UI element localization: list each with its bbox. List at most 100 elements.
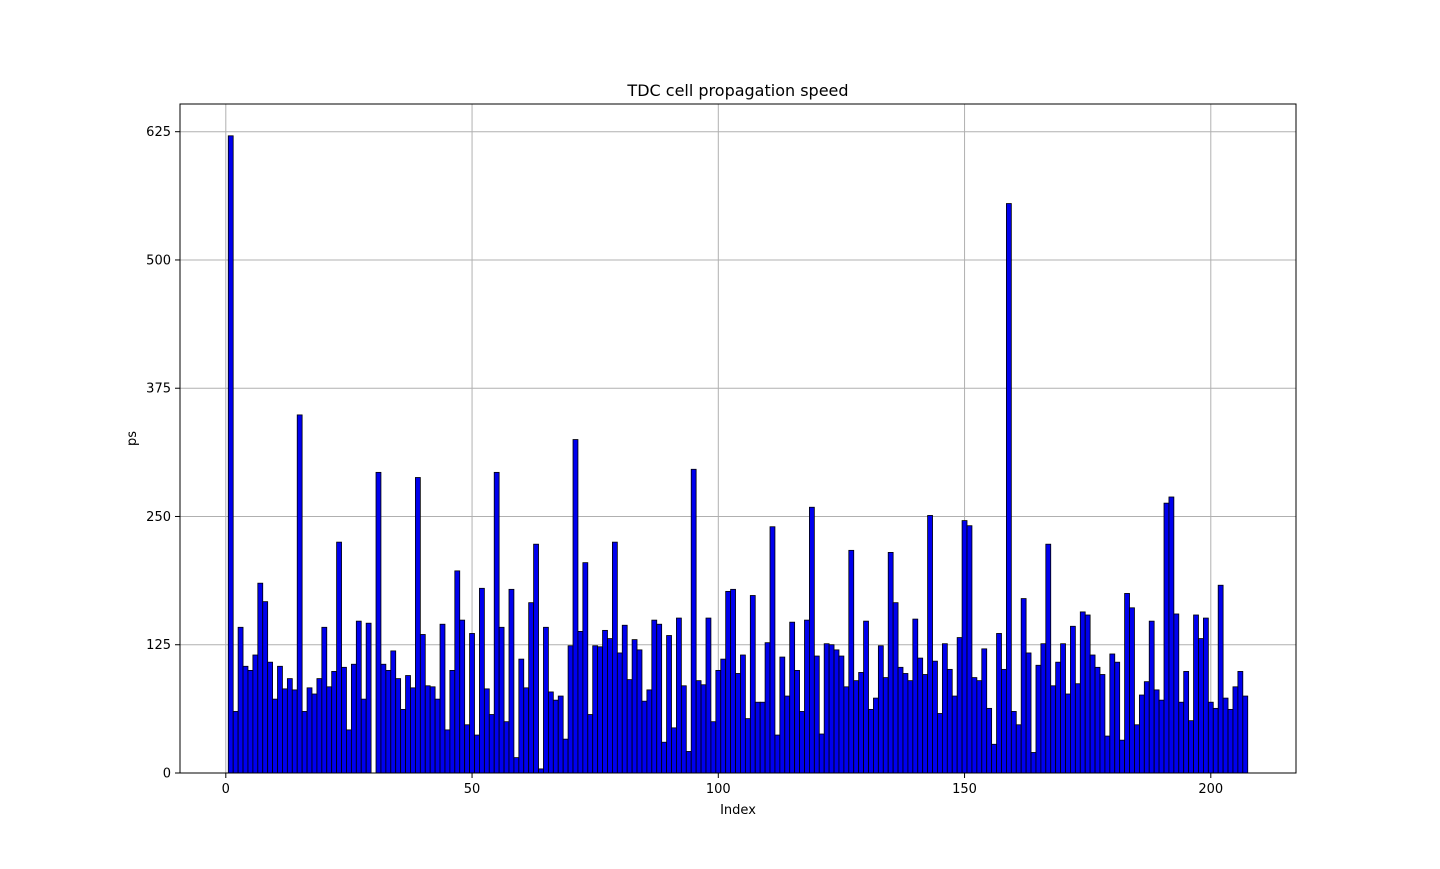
x-tick-label: 150 [952,782,977,797]
bar [1065,693,1071,774]
bar [818,733,825,774]
bar [676,617,682,774]
bar [429,686,436,774]
bar [661,741,667,774]
bar [247,669,254,774]
bar [868,708,874,774]
bar [1104,735,1111,774]
bar [227,135,234,774]
bar [1217,584,1224,774]
bar [311,693,318,774]
bar [828,644,835,774]
bar [1168,496,1175,774]
bar [341,666,347,774]
bar [503,721,510,774]
bar [764,642,771,774]
bar [843,686,850,774]
bar [981,648,988,774]
bar [705,617,712,774]
bar-series [227,135,1249,774]
bar [966,525,973,774]
bar [395,678,402,774]
bar [1045,543,1052,774]
bar [912,618,919,774]
bar [326,686,333,774]
x-tick-label: 50 [464,782,481,797]
bar [237,626,244,774]
bar [454,570,461,774]
bar [907,680,914,774]
bar [1178,701,1185,774]
bar [897,666,904,774]
bar [754,701,761,774]
bar [518,658,525,774]
bar [336,541,342,774]
bar [971,677,978,774]
y-tick-label: 625 [146,125,171,140]
bar [646,689,653,774]
bar [587,714,594,774]
bar [597,646,603,774]
bar [784,695,791,774]
bar [996,633,1002,774]
bar [759,701,766,774]
bar [257,582,264,774]
bar [533,543,539,774]
x-tick-label: 0 [222,782,230,797]
bar [1237,671,1244,774]
bar [804,619,810,774]
bar [715,669,722,774]
bar [1207,701,1214,774]
bar [1015,724,1022,774]
bar [346,729,352,774]
bar [1079,611,1086,774]
bar [1163,502,1170,774]
bar [572,439,579,774]
bar [1203,617,1209,774]
bar [400,708,406,774]
bar [479,587,485,774]
bar [1084,614,1091,774]
bar [557,695,564,774]
bar [252,654,259,774]
bar [360,698,367,774]
y-axis-ticks: 0 125 250 375 500 625 [146,125,180,782]
bar [740,654,746,774]
bar [848,549,855,774]
bar [1114,661,1121,774]
bar [621,624,628,774]
bar [1055,661,1061,774]
bar [242,665,249,774]
bar [1074,683,1081,774]
bar [612,541,618,774]
bar [296,414,303,774]
bar [823,643,830,774]
bar [286,678,293,774]
bar [858,672,864,774]
bar [877,645,884,774]
bar [744,718,751,774]
bar [1148,620,1155,774]
bar [523,687,530,774]
bar [937,713,943,774]
bar [405,675,411,774]
bar [1129,607,1135,774]
bar [415,477,421,774]
bar [616,652,623,774]
bar [562,738,569,774]
x-tick-label: 100 [706,782,731,797]
bar [380,663,387,774]
y-tick-label: 125 [146,638,171,653]
bar [695,680,702,774]
bar [813,655,820,774]
bar [301,711,308,774]
bar [1222,697,1229,774]
bar [853,680,860,774]
plot-frame [179,103,1297,774]
bar [685,751,692,774]
bar [932,660,938,774]
bar [941,643,948,774]
bar [1134,724,1140,774]
bar [1212,707,1219,774]
bar [538,768,544,774]
